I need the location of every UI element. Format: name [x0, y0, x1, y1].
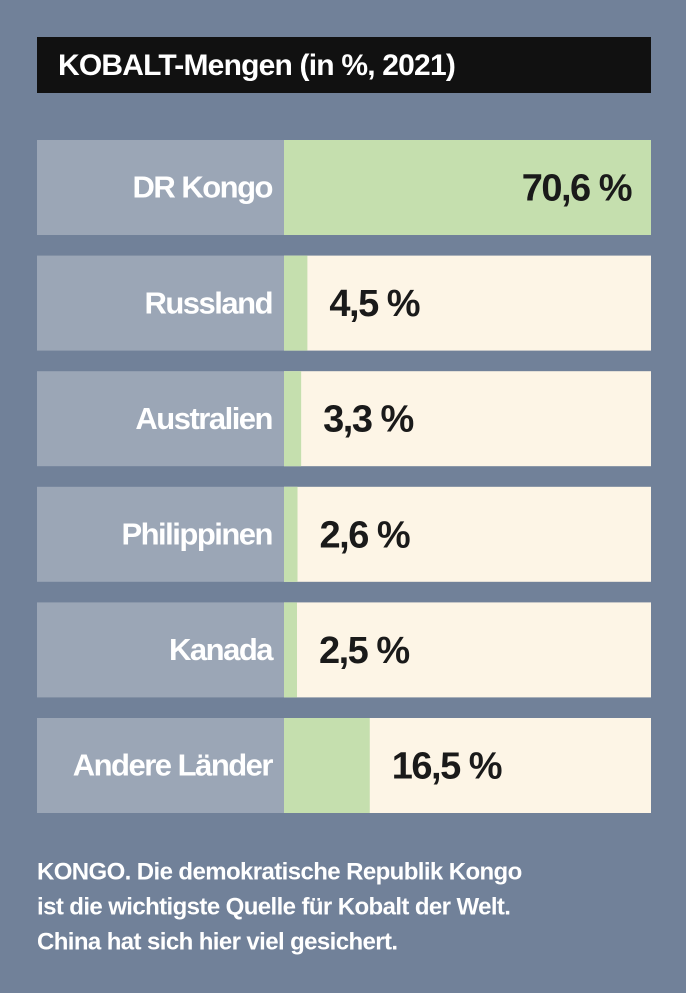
value-label: 3,3 % — [323, 399, 413, 441]
category-label: Australien — [135, 401, 272, 436]
footnote: ist die wichtigste Quelle für Kobalt der… — [37, 893, 510, 920]
category-label: Kanada — [169, 632, 274, 667]
bar-track — [284, 486, 651, 582]
category-label: Andere Länder — [73, 748, 274, 783]
value-label: 2,6 % — [320, 514, 410, 556]
label-box — [37, 602, 284, 698]
chart-title: KOBALT-Mengen (in %, 2021) — [58, 49, 455, 82]
title-box — [37, 37, 651, 93]
bar — [284, 718, 370, 813]
bar — [284, 486, 298, 582]
label-box — [37, 140, 284, 235]
value-label: 16,5 % — [392, 746, 502, 788]
value-label: 2,5 % — [319, 630, 409, 672]
bar-track — [284, 255, 651, 351]
label-box — [37, 486, 284, 582]
bar — [284, 140, 651, 235]
label-box — [37, 718, 284, 813]
bar — [284, 602, 297, 698]
bar — [284, 371, 302, 467]
label-box — [37, 255, 284, 351]
category-label: DR Kongo — [132, 170, 272, 205]
category-label: Russland — [144, 285, 272, 320]
value-label: 70,6 % — [522, 168, 632, 210]
value-label: 4,5 % — [329, 283, 419, 325]
footnote: China hat sich hier viel gesichert. — [37, 928, 397, 955]
category-label: Philippinen — [121, 516, 272, 551]
bar — [284, 255, 308, 351]
bar-track — [284, 371, 651, 467]
footnote: KONGO. Die demokratische Republik Kongo — [37, 858, 522, 885]
bar-track — [284, 602, 651, 698]
label-box — [37, 371, 284, 467]
